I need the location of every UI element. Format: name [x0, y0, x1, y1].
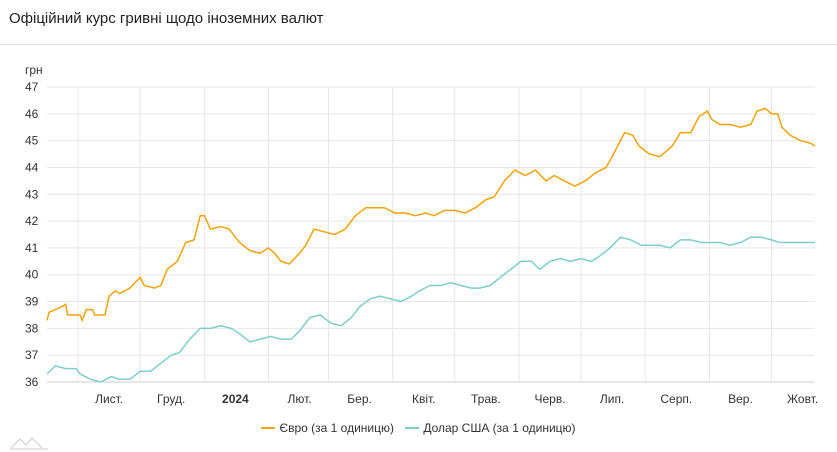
legend-label: Євро (за 1 одиницю): [279, 421, 394, 435]
legend: Євро (за 1 одиницю) Долар США (за 1 один…: [0, 418, 837, 435]
x-tick-label: Лип.: [600, 392, 624, 406]
x-tick-label: Квіт.: [412, 392, 436, 406]
x-tick-label: Вер.: [728, 392, 753, 406]
x-tick-label: Жовт.: [787, 392, 818, 406]
legend-swatch: [405, 427, 420, 429]
y-tick-label: 38: [25, 321, 39, 335]
x-tick-label: Груд.: [157, 392, 185, 406]
y-tick-label: 42: [25, 214, 39, 228]
x-tick-label: Бер.: [347, 392, 372, 406]
x-tick-label: 2024: [222, 392, 249, 406]
y-tick-label: 44: [25, 160, 39, 174]
page-title: Офіційний курс гривні щодо іноземних вал…: [9, 10, 324, 27]
y-tick-label: 39: [25, 295, 39, 309]
y-tick-label: 43: [25, 187, 39, 201]
x-tick-label: Лют.: [287, 392, 311, 406]
y-tick-label: 41: [25, 241, 39, 255]
legend-label: Долар США (за 1 одиницю): [423, 421, 576, 435]
y-tick-label: 46: [25, 107, 39, 121]
x-tick-label: Трав.: [471, 392, 501, 406]
y-tick-label: 40: [25, 268, 39, 282]
divider: [0, 44, 837, 45]
series-line-usd: [46, 236, 815, 383]
y-tick-label: 37: [25, 348, 39, 362]
x-tick-label: Серп.: [660, 392, 692, 406]
y-tick-label: 47: [25, 80, 39, 94]
legend-item-euro[interactable]: Євро (за 1 одиницю): [261, 421, 394, 435]
y-axis-label: грн: [25, 63, 43, 77]
y-tick-label: 45: [25, 134, 39, 148]
y-tick-label: 36: [25, 375, 39, 389]
x-tick-label: Черв.: [534, 392, 565, 406]
chart-logo-icon: [10, 437, 48, 450]
legend-swatch: [261, 427, 276, 429]
series-line-euro: [46, 107, 816, 323]
legend-item-usd[interactable]: Долар США (за 1 одиницю): [405, 421, 576, 435]
x-tick-label: Лист.: [95, 392, 123, 406]
